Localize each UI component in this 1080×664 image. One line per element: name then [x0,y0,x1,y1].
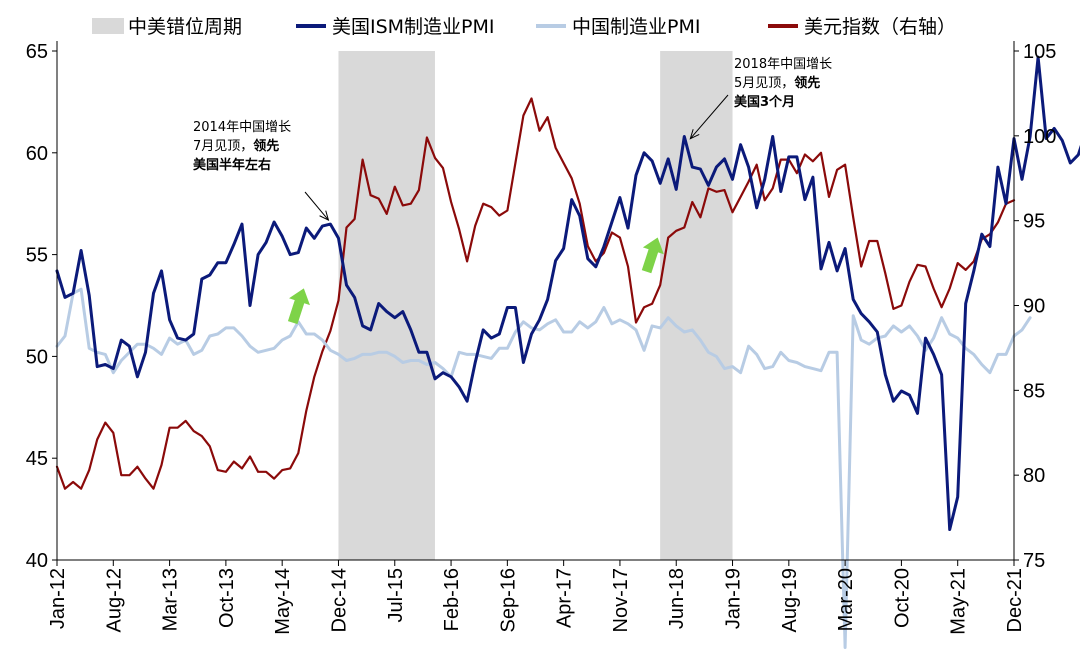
x-tick-label: Jan-19 [723,568,745,629]
annotation-text-line: 美国半年左右 [193,157,271,173]
x-tick-label: Aug-12 [103,568,125,633]
shaded-band-1 [338,51,435,560]
green-up-arrow-1 [287,288,310,325]
legend-label: 美元指数（右轴） [804,16,956,38]
left-y-tick-label: 40 [26,550,48,572]
x-tick-label: Nov-17 [610,568,632,632]
green-up-arrow-2 [641,237,664,274]
green-up-arrow-icon [641,237,664,274]
tick-layer: 40 45 50 55 60 65 75 80 85 90 95 100 105 Jan-12 Aug-12… [26,41,1057,635]
legend-label: 美国ISM制造业PMI [332,16,495,38]
annotation-arrowhead [689,129,700,140]
annotation-pointer-line [304,191,329,221]
annotation-text-line: 7月见顶，领先 [193,138,279,154]
x-tick-label: Mar-20 [835,568,857,631]
series-line-us-ism-pmi [55,55,1080,531]
left-y-tick-label: 60 [26,143,48,165]
annotation-text-line: 2014年中国增长 [193,120,291,135]
x-tick-label: Mar-13 [160,568,182,631]
x-tick-label: Oct-20 [891,568,913,628]
left-y-tick-label: 50 [26,346,48,368]
shaded-band-2 [660,51,733,560]
right-y-tick-label: 100 [1023,126,1056,148]
right-y-tick-label: 90 [1023,296,1045,318]
x-tick-label: Aug-19 [779,568,801,633]
annotation-text-line: 5月见顶，领先 [734,75,820,91]
right-y-tick-label: 105 [1023,41,1056,63]
x-tick-label: Feb-16 [441,568,463,631]
right-y-tick-label: 95 [1023,211,1045,233]
x-tick-label: Jun-18 [666,568,688,629]
right-y-tick-label: 85 [1023,380,1045,402]
right-y-tick-label: 75 [1023,550,1045,572]
x-tick-label: May-14 [272,568,294,635]
x-tick-label: Dec-14 [328,568,350,632]
annotation-text-line: 2018年中国增长 [734,57,832,72]
legend-swatch-band [92,18,124,34]
series-line-dollar-index [55,97,1016,490]
left-y-tick-label: 55 [26,245,48,267]
annotation-text-line: 美国3个月 [734,94,795,110]
legend-label: 中国制造业PMI [572,16,700,38]
right-y-tick-label: 80 [1023,465,1045,487]
x-tick-label: May-21 [948,568,970,635]
legend: 中美错位周期 美国ISM制造业PMI 中国制造业PMI 美元指数（右轴） [92,16,956,38]
legend-label: 中美错位周期 [128,16,242,38]
annotation-arrowhead [319,210,330,222]
x-tick-label: Dec-21 [1004,568,1026,632]
x-tick-label: Oct-13 [216,568,238,628]
x-tick-label: Jan-12 [47,568,69,629]
shaded-periods [338,51,733,560]
series-layer [55,55,1080,649]
x-tick-label: Sep-16 [497,568,519,633]
x-tick-label: Apr-17 [554,568,576,628]
series-line-china-pmi [55,287,1032,649]
annotation-pointer-line [689,94,729,139]
left-y-tick-label: 65 [26,41,48,63]
x-tick-label: Jul-15 [385,568,407,622]
left-y-tick-label: 45 [26,448,48,470]
axes [56,41,1015,561]
green-up-arrow-icon [287,288,310,325]
